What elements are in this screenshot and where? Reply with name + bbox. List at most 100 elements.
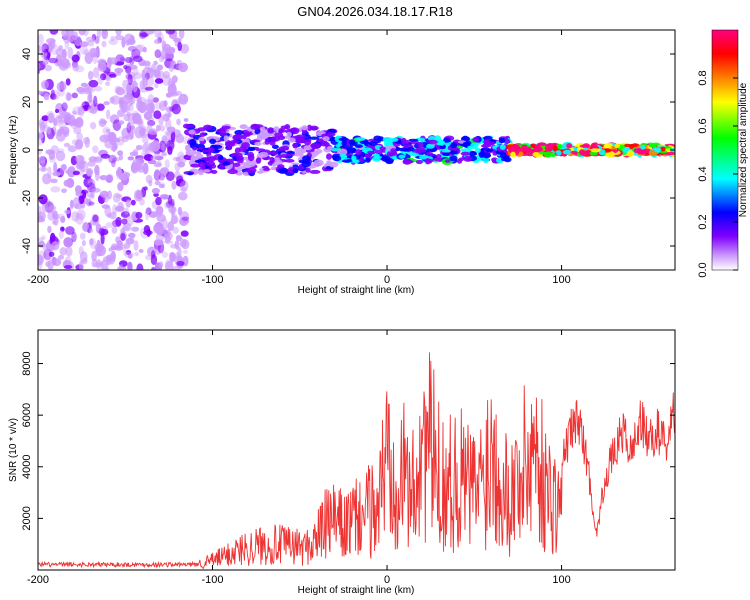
spectral-blob: [556, 143, 563, 149]
spectral-blob: [47, 225, 52, 234]
spectral-blob: [498, 137, 506, 144]
spectral-blob: [57, 254, 65, 260]
spectral-blob: [149, 68, 157, 79]
spectral-blob: [158, 174, 164, 180]
spectral-blob: [468, 150, 477, 156]
spectral-blob: [40, 167, 46, 173]
spectral-blob: [47, 112, 54, 124]
spectral-blob: [94, 85, 103, 92]
spectral-blob: [250, 125, 260, 130]
spectral-blob: [278, 128, 284, 134]
spectral-blob: [176, 118, 181, 126]
spectral-blob: [111, 159, 116, 168]
spectral-blob: [124, 207, 129, 215]
spectral-blob: [165, 118, 172, 131]
spectral-blob: [365, 157, 371, 163]
spectral-blob: [284, 158, 295, 163]
spectral-blob: [88, 156, 98, 163]
spectral-blob: [293, 152, 304, 157]
spectral-blob: [130, 124, 135, 136]
spectral-blob: [125, 199, 132, 208]
spectral-blob: [165, 171, 175, 181]
spectral-blob: [65, 30, 74, 37]
spectral-blob: [171, 103, 181, 115]
spectral-blob: [54, 108, 60, 114]
spectral-blob: [348, 139, 356, 146]
spectral-blob: [302, 155, 312, 163]
spectral-blob: [373, 135, 382, 141]
spectral-blob: [56, 81, 67, 92]
spectral-blob: [614, 143, 620, 148]
spectral-blob: [142, 77, 148, 89]
spectral-blob: [72, 31, 78, 41]
colorbar-tick-label: 0.2: [697, 214, 709, 229]
spectral-blob: [170, 198, 175, 209]
spectral-blob: [167, 221, 174, 232]
spectral-blob: [158, 183, 165, 189]
spectral-blob: [92, 214, 99, 223]
spectral-blob: [105, 81, 111, 87]
spectral-blob: [61, 188, 67, 193]
spectral-blob: [88, 201, 95, 206]
spectral-blob: [322, 142, 330, 147]
spectral-blob: [51, 220, 57, 225]
spectral-blob: [38, 194, 48, 205]
spectral-blob: [521, 144, 528, 149]
spectral-blob: [74, 185, 82, 194]
spectral-blob: [142, 46, 147, 53]
spectral-blob: [216, 128, 223, 133]
spectral-blob: [135, 144, 143, 151]
spectral-blob: [170, 215, 179, 224]
colorbar-tick-label: 0.4: [697, 166, 709, 181]
spectral-blob: [159, 140, 169, 145]
spectral-blob: [294, 147, 304, 154]
spectral-blob: [310, 127, 318, 131]
spectral-blob: [187, 172, 194, 176]
spectral-blob: [203, 169, 211, 173]
spectral-blob: [124, 251, 134, 258]
spectral-blob: [114, 54, 125, 66]
spectral-blob: [166, 48, 176, 55]
spectral-blob: [87, 70, 94, 80]
spectral-blob: [97, 61, 107, 72]
spectral-blob: [227, 169, 238, 175]
spectral-blob: [55, 150, 66, 162]
spectral-blob: [309, 169, 321, 174]
spectral-blob: [135, 157, 145, 166]
spectral-blob: [155, 196, 162, 206]
spectral-blob: [145, 254, 152, 260]
spectral-blob: [66, 61, 72, 69]
spectral-blob: [580, 150, 590, 157]
spectral-blob: [286, 150, 295, 154]
spectral-blob: [69, 199, 74, 209]
colorbar: 0.0 0.2 0.4 0.6 0.8 Normalized spectral ampl…: [697, 29, 749, 278]
spectral-blob: [46, 38, 56, 44]
spectral-blob: [49, 232, 56, 244]
spectral-blob: [426, 152, 434, 157]
spectral-blob: [60, 80, 67, 91]
spectral-blob: [59, 126, 65, 134]
spectral-blob: [181, 216, 190, 222]
spectral-blob: [82, 221, 89, 231]
spectral-blob: [106, 254, 112, 264]
spectral-blob: [91, 258, 98, 268]
spectral-blob: [218, 155, 224, 160]
spectral-blob: [482, 152, 491, 159]
spectral-blob: [432, 157, 443, 161]
spectral-blob: [72, 60, 78, 68]
spectral-blob: [103, 101, 110, 106]
snr-x-label: Height of straight line (km): [298, 585, 415, 596]
spectral-blob: [174, 35, 179, 47]
spectral-blob: [129, 125, 136, 131]
spectral-blob: [485, 148, 494, 153]
spectral-blob: [131, 48, 141, 59]
spectral-blob: [125, 65, 132, 74]
spectral-blob: [161, 144, 166, 152]
spectral-blob: [127, 261, 133, 270]
spectral-blob: [151, 187, 160, 194]
spectral-blob: [523, 147, 532, 153]
spectral-blob: [304, 139, 312, 146]
spectral-blob: [255, 148, 266, 152]
spectral-blob: [38, 254, 44, 266]
spectral-blob: [233, 134, 244, 140]
